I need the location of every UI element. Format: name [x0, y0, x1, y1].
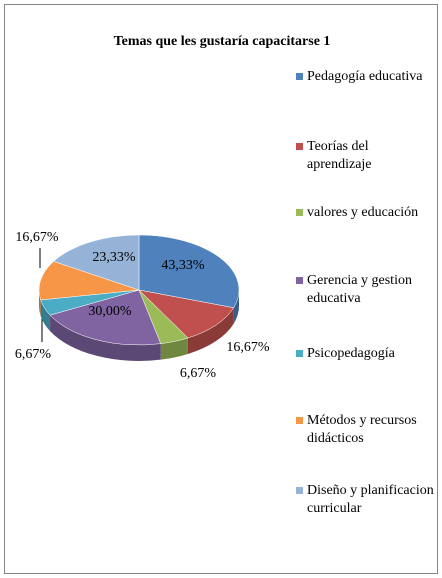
slice-side — [39, 290, 41, 316]
slice-side — [187, 307, 234, 354]
slice-side — [40, 299, 51, 332]
slice — [49, 289, 162, 346]
legend-item: valores y educación — [296, 204, 436, 222]
legend-swatch — [296, 417, 303, 424]
legend-item: Psicopedagogía — [296, 345, 436, 363]
data-label: 6,67% — [180, 366, 217, 381]
slice — [138, 234, 240, 309]
legend-item: Pedagogía educativa — [296, 68, 436, 86]
legend-item: Gerencia y gestion educativa — [296, 272, 436, 308]
legend-label: Métodos y recursos didácticos — [307, 413, 417, 446]
data-label: 6,67% — [15, 347, 52, 362]
legend-label: valores y educación — [307, 205, 419, 220]
legend-item: Métodos y recursos didácticos — [296, 412, 436, 448]
legend-swatch — [296, 209, 303, 216]
slice — [38, 261, 140, 301]
legend-swatch — [296, 277, 303, 284]
legend-item: Teorías del aprendizaje — [296, 138, 436, 174]
legend-item: Diseño y planificacion curricular — [296, 482, 436, 518]
data-label: 16,67% — [15, 230, 59, 245]
slice-side — [233, 290, 239, 324]
legend-label: Teorías del aprendizaje — [307, 139, 372, 172]
legend-swatch — [296, 487, 303, 494]
data-label: 23,33% — [92, 250, 136, 265]
legend-label: Gerencia y gestion educativa — [307, 273, 412, 306]
data-label: 30,00% — [88, 304, 132, 319]
legend-label: Psicopedagogía — [307, 346, 395, 361]
data-label: 43,33% — [161, 258, 205, 273]
legend-label: Diseño y planificacion curricular — [307, 483, 434, 516]
data-label: 16,67% — [226, 340, 270, 355]
legend-swatch — [296, 350, 303, 357]
slice-side — [160, 337, 188, 360]
slice-side — [50, 315, 161, 361]
legend-swatch — [296, 73, 303, 80]
legend-swatch — [296, 143, 303, 150]
legend-label: Pedagogía educativa — [307, 69, 423, 84]
slice — [138, 289, 235, 339]
slice — [53, 234, 140, 291]
chart-title: Temas que les gustaría capacitarse 1 — [114, 34, 331, 49]
